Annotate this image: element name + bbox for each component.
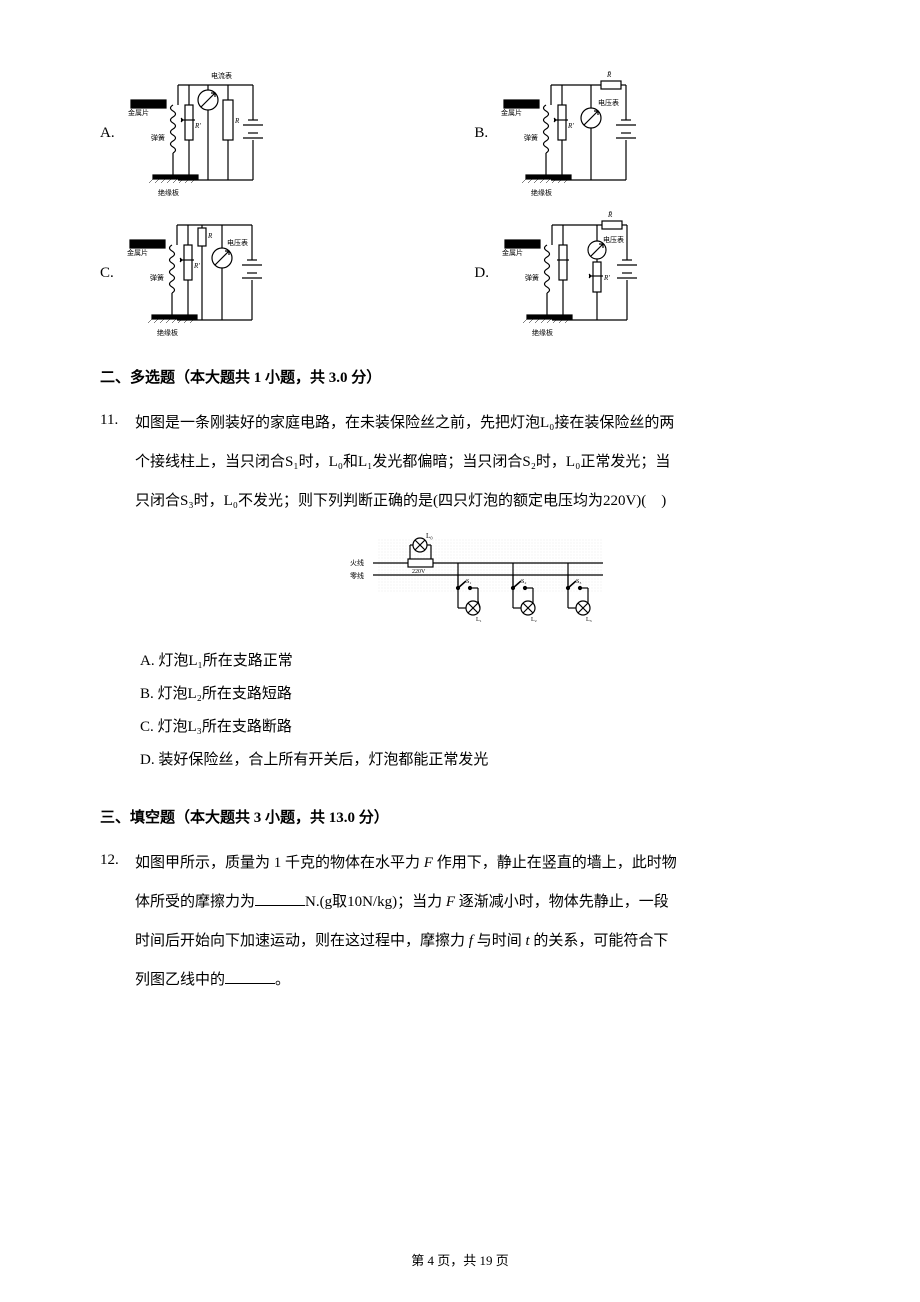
label-rbar-d: R̄ — [607, 211, 613, 219]
section2-header: 二、多选题（本大题共 1 小题，共 3.0 分） — [100, 365, 820, 392]
label-tanhuang-a: 弹簧 — [151, 133, 165, 142]
option-a: A. — [100, 70, 446, 200]
option-row-1: A. — [100, 70, 820, 200]
blank-1 — [255, 891, 305, 906]
q12-line2: 体所受的摩擦力为 N.(g取10N/kg)；当力 F 逐渐减小时，物体先静止，一段 — [135, 886, 820, 919]
label-jueyuan-b: 绝缘板 — [531, 188, 552, 197]
q11-option-b: B. 灯泡L₂所在支路短路 — [135, 681, 820, 708]
label-tanhuang-c: 弹簧 — [150, 273, 164, 282]
q11-text1: 如图是一条刚装好的家庭电路，在未装保险丝之前，先把灯泡L₀接在装保险丝的两 — [135, 407, 820, 440]
label-rbar-b: R̄ — [606, 71, 612, 79]
label-tanhuang-b: 弹簧 — [524, 133, 538, 142]
label-r-a: R — [234, 117, 240, 125]
label-rprime-b: R′ — [567, 122, 574, 130]
q12-text1b: 作用下，静止在竖直的墙上，此时物 — [433, 855, 677, 871]
label-l1: L₁ — [476, 617, 482, 623]
label-s1: S₁ — [466, 579, 471, 585]
section3-header: 三、填空题（本大题共 3 小题，共 13.0 分） — [100, 805, 820, 832]
q12-body: 如图甲所示，质量为 1 千克的物体在水平力 F 作用下，静止在竖直的墙上，此时物… — [135, 847, 820, 1003]
q12-line4: 列图乙线中的 。 — [135, 964, 820, 997]
q12-text1a: 如图甲所示，质量为 1 千克的物体在水平力 — [135, 855, 424, 871]
label-tanhuang-d: 弹簧 — [525, 273, 539, 282]
circuit-diagram-a: 电流表 R R′ 金属片 弹簧 绝缘板 — [123, 70, 273, 200]
q12-line3: 时间后开始向下加速运动，则在这过程中，摩擦力 f 与时间 t 的关系，可能符合下 — [135, 925, 820, 958]
label-jueyuan-a: 绝缘板 — [158, 188, 179, 197]
option-d-label: D. — [474, 260, 489, 287]
blank-2 — [225, 969, 275, 984]
label-lingxian: 零线 — [350, 571, 364, 580]
circuit-diagram-d: R̄ 电压表 R′ 金属片 弹簧 绝缘板 — [497, 210, 647, 340]
label-r-c: R — [207, 232, 213, 240]
label-jinshu-b: 金属片 — [501, 108, 522, 117]
label-s2: S₂ — [521, 579, 526, 585]
option-c: C. — [100, 210, 446, 340]
q12-text3c: 的关系，可能符合下 — [530, 933, 669, 949]
label-rprime-a: R′ — [194, 122, 201, 130]
label-rprime-c: R′ — [193, 262, 200, 270]
circuit-diagram-c: R 电压表 R′ 金属片 弹簧 绝缘板 — [122, 210, 272, 340]
label-rprime-d: R′ — [603, 274, 610, 282]
q12-text3b: 与时间 — [473, 933, 526, 949]
label-jinshu-a: 金属片 — [128, 108, 149, 117]
q12-text2a: 体所受的摩擦力为 — [135, 894, 255, 910]
q12-line1: 如图甲所示，质量为 1 千克的物体在水平力 F 作用下，静止在竖直的墙上，此时物 — [135, 847, 820, 880]
label-l2: L₂ — [531, 617, 537, 623]
q11-option-a: A. 灯泡L₁所在支路正常 — [135, 648, 820, 675]
q12-number: 12. — [100, 847, 135, 1003]
q12-text3a: 时间后开始向下加速运动，则在这过程中，摩擦力 — [135, 933, 469, 949]
q10-options-container: A. — [100, 70, 820, 340]
q11-text3: 只闭合S₃时，L₀不发光；则下列判断正确的是(四只灯泡的额定电压均为220V)(… — [135, 485, 820, 518]
label-jueyuan-d: 绝缘板 — [532, 328, 553, 337]
label-dianya-b: 电压表 — [598, 98, 619, 107]
q11-answers: A. 灯泡L₁所在支路正常 B. 灯泡L₂所在支路短路 C. 灯泡L₃所在支路断… — [135, 648, 820, 774]
page-footer: 第 4 页，共 19 页 — [0, 1249, 920, 1272]
label-jueyuan-c: 绝缘板 — [157, 328, 178, 337]
q12-text4end: 。 — [275, 972, 290, 988]
option-d: D. — [474, 210, 820, 340]
option-row-2: C. — [100, 210, 820, 340]
q12-f2: F — [446, 894, 455, 910]
question-12: 12. 如图甲所示，质量为 1 千克的物体在水平力 F 作用下，静止在竖直的墙上… — [100, 847, 820, 1003]
q11-option-d: D. 装好保险丝，合上所有开关后，灯泡都能正常发光 — [135, 747, 820, 774]
label-dianliu: 电流表 — [211, 71, 232, 80]
label-huoxian: 火线 — [350, 558, 364, 567]
label-dianya-c: 电压表 — [227, 238, 248, 247]
label-l3: L₃ — [586, 617, 592, 623]
option-b: B. — [474, 70, 820, 200]
q12-text2b: N.(g取10N/kg)；当力 — [305, 894, 446, 910]
q11-text2: 个接线柱上，当只闭合S₁时，L₀和L₁发光都偏暗；当只闭合S₂时，L₀正常发光；… — [135, 446, 820, 479]
label-jinshu-c: 金属片 — [127, 248, 148, 257]
option-b-label: B. — [474, 120, 488, 147]
q12-text4: 列图乙线中的 — [135, 972, 225, 988]
option-a-label: A. — [100, 120, 115, 147]
circuit-diagram-b: R̄ 电压表 R′ 金属片 弹簧 绝缘板 — [496, 70, 646, 200]
label-dianya-d: 电压表 — [603, 235, 624, 244]
label-s3: S₃ — [576, 579, 581, 585]
q11-option-c: C. 灯泡L₃所在支路断路 — [135, 714, 820, 741]
label-220v: 220V — [412, 569, 426, 575]
option-c-label: C. — [100, 260, 114, 287]
label-jinshu-d: 金属片 — [502, 248, 523, 257]
label-l0: L₀ — [426, 533, 433, 540]
q12-text2c: 逐渐减小时，物体先静止，一段 — [455, 894, 669, 910]
q11-body: 如图是一条刚装好的家庭电路，在未装保险丝之前，先把灯泡L₀接在装保险丝的两 个接… — [135, 407, 820, 780]
q11-number: 11. — [100, 407, 135, 780]
q11-circuit-diagram: 火线 零线 220V L₀ S₁ S₂ S₃ L₁ L₂ L₃ — [135, 533, 820, 633]
q12-f1: F — [424, 855, 433, 871]
question-11: 11. 如图是一条刚装好的家庭电路，在未装保险丝之前，先把灯泡L₀接在装保险丝的… — [100, 407, 820, 780]
